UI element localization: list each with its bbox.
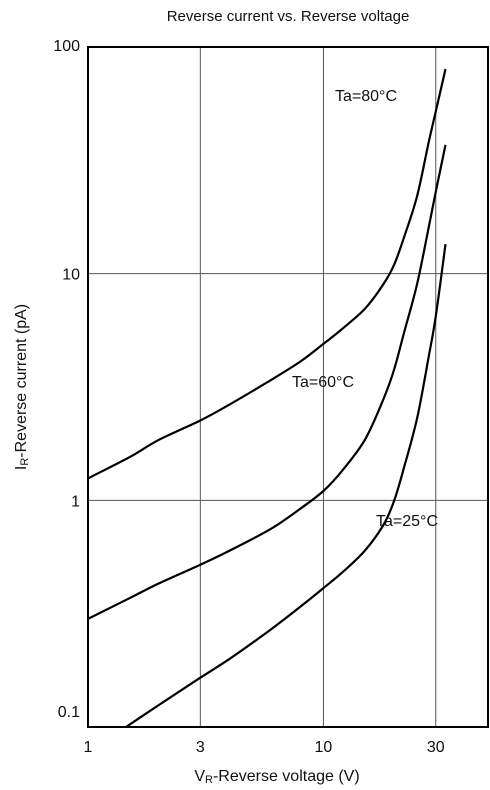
- x-tick-label: 30: [427, 739, 445, 756]
- curve-annotations: Ta=80°C Ta=60°C Ta=25°C: [292, 88, 438, 530]
- x-tick-label: 1: [84, 739, 93, 756]
- plot-frame: [87, 46, 489, 728]
- curves: [87, 68, 447, 728]
- x-tick-label: 3: [196, 739, 205, 756]
- y-tick-label: 0.1: [58, 704, 80, 721]
- annotation-curve-ta-25c: Ta=25°C: [376, 513, 438, 530]
- grid-lines: [88, 47, 488, 727]
- y-tick-label: 1: [71, 493, 80, 510]
- curve-ta-60c: [87, 144, 447, 620]
- x-axis-label: VR-Reverse voltage (V): [194, 768, 359, 786]
- curve-ta-25c: [125, 243, 447, 728]
- tick-labels: 1 3 10 30 0.1 1 10 100: [53, 38, 444, 756]
- chart-title: Reverse current vs. Reverse voltage: [166, 8, 410, 25]
- annotation-curve-ta-80c: Ta=80°C: [335, 88, 397, 105]
- curve-ta-80c: [87, 68, 447, 480]
- y-tick-label: 10: [62, 267, 80, 284]
- x-tick-label: 10: [315, 739, 333, 756]
- y-tick-label: 100: [53, 38, 80, 55]
- y-axis-label: IR-Reverse current (pA): [13, 304, 31, 470]
- annotation-curve-ta-60c: Ta=60°C: [292, 374, 354, 391]
